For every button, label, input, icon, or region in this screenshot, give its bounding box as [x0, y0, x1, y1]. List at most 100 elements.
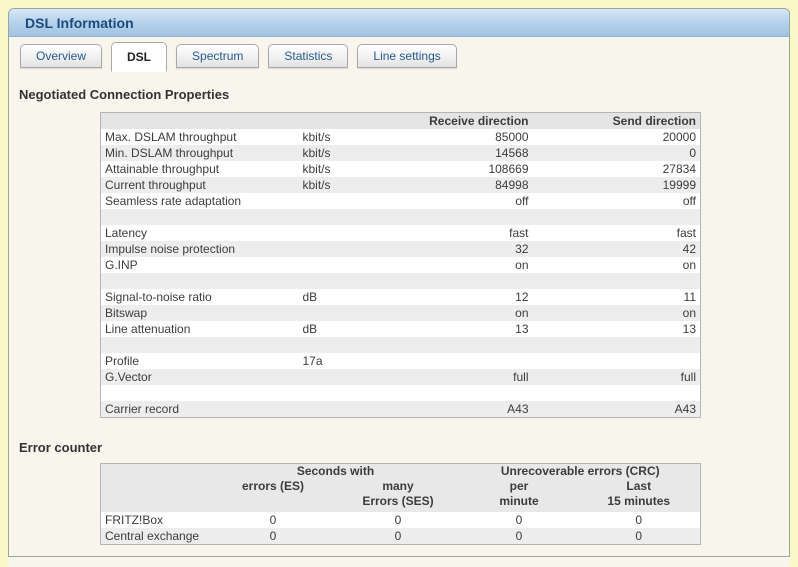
send-value: [533, 273, 701, 289]
header-empty: [101, 113, 299, 130]
header-receive-direction: Receive direction: [429, 114, 529, 128]
errors-ses-value: 0: [394, 529, 402, 543]
error-row-label: Central exchange: [105, 529, 200, 543]
property-label: Carrier record: [105, 402, 180, 416]
property-unit: [299, 305, 381, 321]
table-row: Impulse noise protection 32 42: [100, 241, 701, 257]
property-label: [101, 337, 299, 353]
property-label: [101, 385, 299, 401]
table-row: G.Vector full full: [100, 369, 701, 385]
property-unit: [299, 273, 381, 289]
header-line: Last: [626, 479, 652, 493]
error-counter-table: Seconds with Unrecoverable errors (CRC) …: [100, 463, 701, 545]
table-row: Min. DSLAM throughput kbit/s 14568 0: [100, 145, 701, 161]
send-value: fast: [676, 226, 696, 240]
send-value: 11: [683, 290, 696, 304]
errors-es-value: 0: [269, 529, 277, 543]
send-value: on: [682, 306, 696, 320]
receive-value: 85000: [495, 130, 529, 144]
tab-label: Statistics: [284, 49, 333, 63]
tab-label: Spectrum: [192, 49, 244, 63]
errors-es-value: 0: [269, 513, 277, 527]
property-label: G.INP: [105, 258, 138, 272]
dsl-information-panel: DSL Information Overview DSL Spectrum St…: [8, 8, 790, 567]
table-row: FRITZ!Box 0 0 0 0: [101, 512, 701, 528]
property-label: Latency: [105, 226, 148, 240]
table-row: Seamless rate adaptation off off: [101, 193, 701, 209]
send-value: 27834: [662, 162, 696, 176]
property-unit: 17a: [302, 354, 323, 368]
table-row: G.INP on on: [101, 257, 701, 273]
send-value: [533, 209, 701, 225]
property-unit: [299, 209, 381, 225]
tab-statistics[interactable]: Statistics: [268, 44, 349, 68]
send-value: full: [680, 370, 696, 384]
table-row: Carrier record A43 A43: [100, 401, 701, 418]
header-line: [211, 494, 336, 509]
receive-value: on: [515, 306, 529, 320]
property-unit: [299, 193, 381, 209]
send-value: [533, 353, 701, 369]
header-errors-es: errors (ES): [211, 479, 336, 512]
error-row-label: FRITZ!Box: [105, 513, 164, 527]
property-unit: [299, 337, 381, 353]
property-unit: [299, 257, 381, 273]
receive-value: A43: [507, 402, 529, 416]
property-unit: kbit/s: [302, 130, 331, 144]
property-label: Bitswap: [105, 306, 148, 320]
send-value: off: [682, 194, 696, 208]
table-row: Current throughput kbit/s 84998 19999: [100, 177, 701, 193]
property-label: Profile: [105, 354, 140, 368]
tab-label: Overview: [36, 49, 87, 63]
tab-dsl[interactable]: DSL: [111, 42, 168, 72]
receive-value: [381, 353, 533, 369]
header-line: errors (ES): [241, 479, 305, 493]
header-seconds-with: Seconds with: [296, 464, 375, 478]
property-unit: kbit/s: [302, 146, 331, 160]
property-label: Current throughput: [105, 178, 206, 192]
receive-value: 84998: [495, 178, 529, 192]
next-panel-top-edge: [8, 556, 790, 567]
tab-overview[interactable]: Overview: [20, 44, 103, 68]
tab-spectrum[interactable]: Spectrum: [176, 44, 260, 68]
property-unit: [299, 225, 381, 241]
send-value: A43: [674, 402, 696, 416]
tab-label: DSL: [127, 50, 152, 64]
send-value: 13: [682, 322, 696, 336]
property-label: Attainable throughput: [105, 162, 220, 176]
property-unit: kbit/s: [302, 178, 331, 192]
property-label: Impulse noise protection: [105, 242, 236, 256]
receive-value: [381, 385, 533, 401]
crc-per-minute-value: 0: [515, 513, 523, 527]
table-row: [100, 273, 701, 289]
connection-properties-table: Receive direction Send direction Max. DS…: [100, 112, 701, 418]
send-value: 20000: [662, 130, 696, 144]
receive-value: [381, 273, 533, 289]
header-many-errors-ses: many Errors (SES): [336, 479, 461, 512]
receive-value: 14568: [495, 146, 529, 160]
property-unit: dB: [302, 322, 318, 336]
receive-value: on: [515, 258, 529, 272]
header-line: per: [509, 479, 529, 493]
property-unit: kbit/s: [302, 162, 331, 176]
receive-value: 13: [515, 322, 529, 336]
header-per-minute: per minute: [461, 479, 578, 512]
panel-titlebar: DSL Information: [9, 9, 789, 37]
header-empty: [101, 479, 211, 512]
property-unit: [299, 241, 381, 257]
header-line: 15 minutes: [607, 494, 671, 508]
property-unit: [299, 401, 381, 418]
table-header-row: Receive direction Send direction: [100, 112, 701, 130]
receive-value: off: [515, 194, 529, 208]
table-row: [100, 337, 701, 353]
table-row: Attainable throughput kbit/s 108669 2783…: [101, 161, 701, 177]
receive-value: full: [513, 370, 529, 384]
send-value: 42: [682, 242, 696, 256]
property-label: Max. DSLAM throughput: [105, 130, 237, 144]
send-value: 0: [689, 146, 696, 160]
table-row: Bitswap on on: [100, 305, 701, 321]
header-empty: [101, 464, 211, 480]
send-value: on: [682, 258, 696, 272]
tab-line-settings[interactable]: Line settings: [357, 44, 457, 68]
send-value: [533, 385, 701, 401]
